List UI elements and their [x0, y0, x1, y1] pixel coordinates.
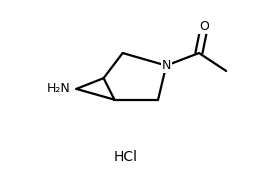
Text: N: N: [162, 59, 171, 72]
Text: O: O: [199, 20, 209, 33]
Text: H₂N: H₂N: [47, 82, 71, 95]
Text: HCl: HCl: [113, 150, 137, 164]
